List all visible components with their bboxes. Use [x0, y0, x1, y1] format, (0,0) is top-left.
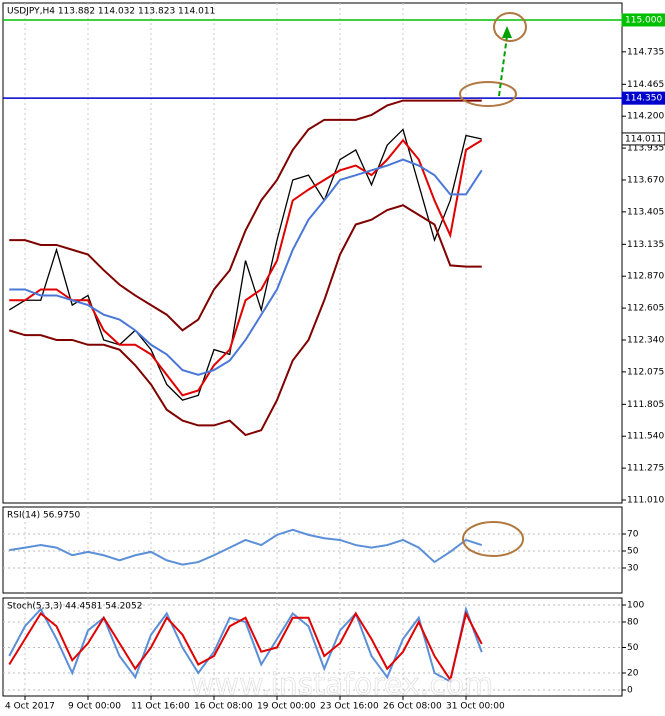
series-line	[9, 138, 483, 397]
y-tick-label: 113.935	[627, 144, 664, 154]
y-tick-label: 50	[627, 547, 639, 557]
x-tick-label: 9 Oct 00:00	[68, 702, 121, 712]
y-tick-label: 111.540	[627, 432, 664, 442]
pane-title: Stoch(5,3,3) 44.4581 54.2052	[7, 602, 142, 612]
annotation-ellipse	[459, 81, 517, 107]
y-tick-label: 112.870	[627, 272, 664, 282]
series-line	[9, 528, 483, 566]
annotation-ellipse	[493, 12, 527, 42]
x-tick-label: 19 Oct 00:00	[257, 702, 316, 712]
x-tick-label: 31 Oct 00:00	[446, 702, 505, 712]
level-label: 115.000	[625, 15, 662, 25]
y-tick-label: 80	[627, 618, 639, 628]
series-line	[8, 204, 482, 437]
level-label: 114.350	[625, 94, 662, 104]
series-line	[8, 610, 483, 683]
y-tick-label: 114.200	[627, 112, 664, 122]
arrow-head	[502, 26, 512, 38]
series-line	[9, 99, 482, 332]
plot-layer: 115.000 114.735 114.465 114.200 113.935 113.6…	[3, 3, 665, 712]
y-tick-label: 114.465	[627, 80, 664, 90]
y-tick-label: 70	[627, 530, 639, 540]
rsi-pane	[2, 506, 623, 594]
pane-title: USDJPY,H4 113.882 114.032 113.823 114.01…	[7, 7, 215, 17]
level-label-box	[621, 132, 665, 146]
y-tick-label: 112.075	[627, 367, 664, 377]
annotation-ellipse	[462, 521, 524, 557]
pane-title: RSI(14) 56.9750	[7, 511, 80, 521]
y-tick-label: 30	[627, 564, 639, 574]
series-line	[9, 158, 483, 376]
x-tick-label: 23 Oct 16:00	[320, 702, 379, 712]
x-tick-label: 4 Oct 2017	[5, 702, 55, 712]
y-tick-label: 100	[627, 601, 644, 611]
y-tick-label: 0	[627, 686, 633, 696]
x-tick-label: 11 Oct 16:00	[131, 702, 190, 712]
level-label: 114.011	[625, 134, 662, 144]
watermark: www.instaforex.com	[190, 668, 493, 703]
series-line	[8, 605, 483, 684]
y-tick-label: 113.670	[627, 175, 664, 185]
x-tick-label: 16 Oct 08:00	[194, 702, 253, 712]
y-tick-label: 113.405	[627, 207, 664, 217]
x-tick-label: 26 Oct 08:00	[383, 702, 442, 712]
y-tick-label: 112.340	[627, 335, 664, 345]
y-tick-label: 112.605	[627, 304, 664, 314]
level-label-box	[621, 13, 665, 27]
y-tick-label: 50	[627, 643, 639, 653]
series-line	[8, 128, 482, 401]
y-tick-label: 111.010	[627, 495, 664, 505]
level-label-box	[621, 91, 665, 105]
y-tick-label: 114.735	[627, 47, 664, 57]
y-tick-label: 111.805	[627, 400, 664, 410]
y-tick-label: 111.275	[627, 464, 664, 474]
y-tick-label: 113.135	[627, 240, 664, 250]
annotation-arrow	[498, 35, 508, 97]
y-tick-label: 20	[627, 669, 639, 679]
price-pane	[2, 2, 623, 504]
